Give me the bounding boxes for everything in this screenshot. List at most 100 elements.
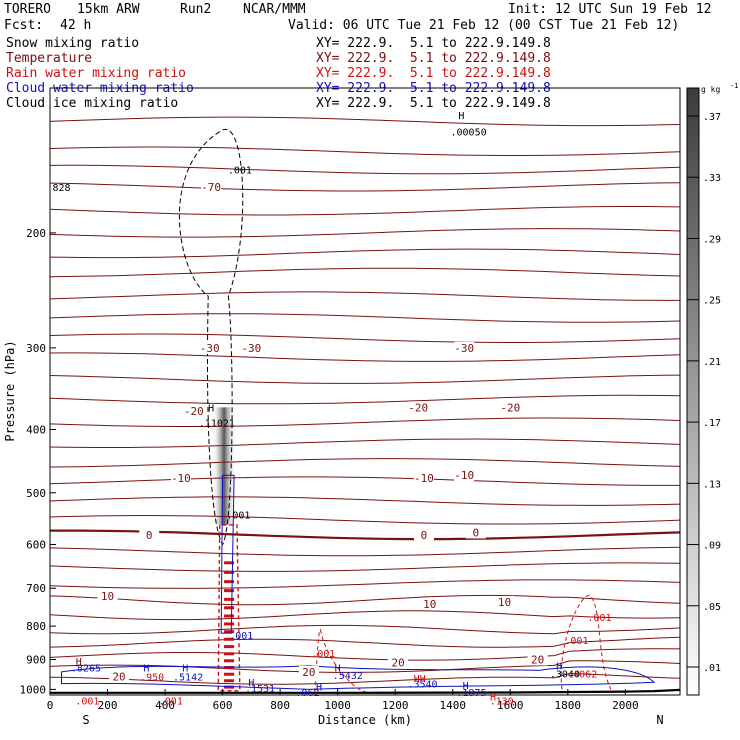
temperature-contour bbox=[49, 458, 681, 468]
extremum-label: .001 bbox=[564, 636, 588, 647]
colorbar-unit-exponent: -1 bbox=[730, 82, 738, 90]
temperature-contour bbox=[49, 248, 681, 259]
extremum-label: H bbox=[208, 403, 214, 414]
extremum-label: HH bbox=[414, 674, 426, 685]
temperature-label: -70 bbox=[201, 181, 221, 194]
temperature-contour bbox=[49, 352, 681, 362]
header-fcst-hours: 42 h bbox=[60, 18, 92, 33]
mixing-ratio-contours bbox=[61, 128, 656, 693]
extremum-label: H bbox=[458, 111, 464, 122]
colorbar-tick-label: .05 bbox=[703, 602, 721, 613]
cloud-ice-contour bbox=[178, 128, 244, 546]
temperature-label-bg bbox=[527, 653, 548, 666]
x-tick-label: 600 bbox=[213, 699, 233, 712]
y-tick-label: 200 bbox=[26, 227, 46, 240]
temperature-contour bbox=[49, 394, 681, 405]
extremum-label: .4062 bbox=[567, 669, 597, 680]
field-cloudice-xy: XY= 222.9. 5.1 to 222.9.149.8 bbox=[316, 96, 551, 111]
temperature-contour bbox=[49, 146, 681, 156]
field-snow-xy: XY= 222.9. 5.1 to 222.9.149.8 bbox=[316, 36, 551, 51]
temperature-label: -30 bbox=[454, 342, 474, 355]
extremum-label: .130 bbox=[490, 697, 514, 708]
field-temperature-name: Temperature bbox=[6, 51, 93, 66]
colorbar-tick-label: .01 bbox=[703, 663, 721, 674]
y-tick-label: 300 bbox=[26, 342, 46, 355]
plot-frame bbox=[49, 87, 681, 696]
extremum-label: H bbox=[248, 678, 254, 689]
temperature-contour bbox=[49, 610, 681, 621]
extremum-label: H bbox=[335, 663, 341, 674]
y-tick-label: 1000 bbox=[20, 683, 47, 696]
x-tick-label: 0 bbox=[47, 699, 54, 712]
rain-north-contour bbox=[560, 595, 612, 690]
extremum-label: H bbox=[182, 663, 188, 674]
temperature-label: 10 bbox=[423, 598, 436, 611]
temperature-label: 0 bbox=[472, 526, 479, 539]
cloud-water-upper-contour bbox=[220, 474, 235, 634]
extremum-label: .001 bbox=[75, 697, 99, 708]
extremum-label: H bbox=[316, 683, 322, 694]
header-resolution: 15km ARW bbox=[77, 2, 140, 17]
extremum-label: .001 bbox=[229, 631, 253, 642]
colorbar-tick-label: .17 bbox=[703, 418, 721, 429]
field-rain-name: Rain water mixing ratio bbox=[6, 66, 187, 81]
extremum-label: .001 bbox=[228, 166, 252, 177]
header-valid: Valid: 06 UTC Tue 21 Feb 12 (00 CST Tue … bbox=[288, 18, 680, 33]
extremum-label: .5142 bbox=[173, 672, 203, 683]
temperature-label-bg bbox=[408, 401, 429, 414]
colorbar-tick-label: .33 bbox=[703, 173, 721, 184]
temperature-label-bg bbox=[413, 528, 434, 541]
temperature-contour bbox=[49, 496, 681, 506]
x-tick-label: 1000 bbox=[324, 699, 351, 712]
temperature-contour bbox=[49, 374, 681, 384]
y-tick-label: 800 bbox=[26, 620, 46, 633]
x-tick-label: 2000 bbox=[612, 699, 639, 712]
temperature-label-bg bbox=[183, 405, 204, 418]
temperature-label: 20 bbox=[112, 670, 125, 683]
extremum-label: .5432 bbox=[333, 671, 363, 682]
y-tick-label: 500 bbox=[26, 487, 46, 500]
cloud-water-low-contour bbox=[61, 665, 656, 690]
temperature-contour bbox=[49, 594, 681, 606]
temperature-label: 10 bbox=[498, 596, 511, 609]
extremum-label: .1875 bbox=[456, 688, 486, 699]
temperature-label: 20 bbox=[302, 666, 315, 679]
temperature-contour bbox=[49, 660, 681, 673]
extremum-label: .8265 bbox=[71, 663, 101, 674]
field-temperature-xy: XY= 222.9. 5.1 to 222.9.149.8 bbox=[316, 51, 551, 66]
contour-labels: -70 -30 -30 -30 -20 -20 -20 -10 -10 -10 0 0 0 10 10 10 2… bbox=[97, 180, 548, 683]
temperature-contour bbox=[49, 514, 681, 525]
x-tick-label: 1200 bbox=[382, 699, 409, 712]
extremum-label: .00050 bbox=[450, 128, 486, 139]
temperature-contour bbox=[49, 164, 681, 175]
field-cloudice-name: Cloud ice mixing ratio bbox=[6, 96, 179, 111]
extremum-label: H bbox=[556, 662, 562, 673]
temperature-contour bbox=[49, 546, 681, 557]
y-tick-label: 400 bbox=[26, 423, 46, 436]
header-model: TORERO bbox=[4, 2, 51, 17]
extremum-label: .001 bbox=[226, 511, 250, 522]
colorbar-tick-label: .25 bbox=[703, 296, 721, 307]
x-axis-label: Distance (km) bbox=[318, 713, 412, 727]
rain-mid-contour bbox=[314, 628, 367, 693]
extremum-label: .001 bbox=[311, 649, 335, 660]
colorbar-tick-label: .29 bbox=[703, 234, 721, 245]
temperature-contour bbox=[49, 291, 680, 301]
temperature-label-bg bbox=[139, 528, 160, 541]
temperature-contour bbox=[49, 417, 681, 427]
x-tick-label: 200 bbox=[98, 699, 118, 712]
temperature-label: 0 bbox=[421, 529, 428, 542]
field-rain-xy: XY= 222.9. 5.1 to 222.9.149.8 bbox=[316, 66, 551, 81]
extremum-label: 828 bbox=[52, 183, 70, 194]
y-axis-label: Pressure (hPa) bbox=[3, 340, 17, 441]
extremum-label: .062 bbox=[295, 688, 319, 699]
colorbar-tick-label: .37 bbox=[703, 112, 721, 123]
temperature-label-bg bbox=[170, 472, 191, 485]
temperature-label-bg bbox=[465, 526, 486, 539]
temperature-label-bg bbox=[419, 597, 440, 610]
temperature-label-bg bbox=[454, 341, 475, 354]
temperature-contour bbox=[49, 116, 681, 127]
y-axis-ticks: 200 300 400 500 600 700 800 900 1000 bbox=[20, 227, 56, 696]
temperature-label: -30 bbox=[200, 342, 220, 355]
